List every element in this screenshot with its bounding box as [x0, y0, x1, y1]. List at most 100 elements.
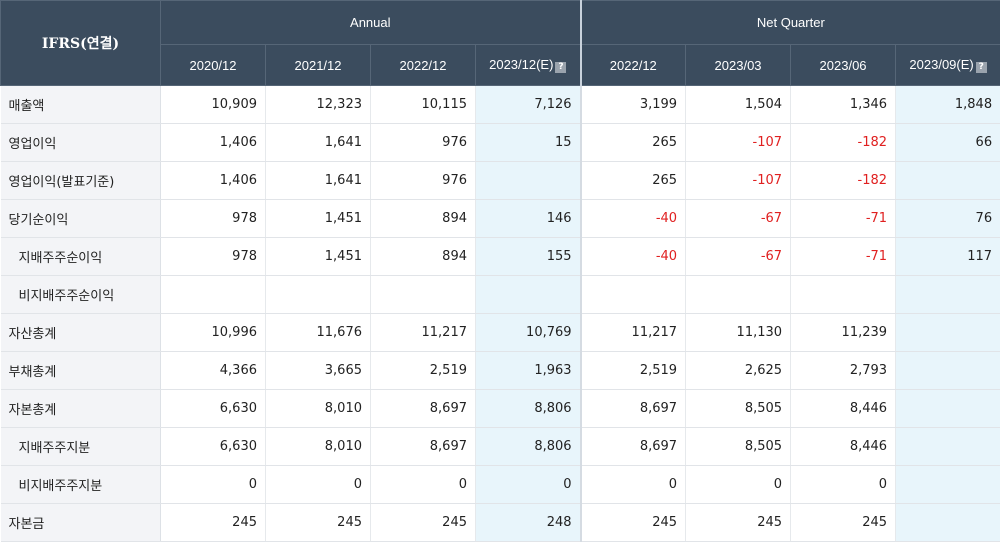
table-row: 지배주주순이익 978 1,451 894 155 -40 -67 -71 117: [0, 237, 1000, 276]
table-cell: [895, 465, 1000, 504]
group-header-annual: Annual: [159, 0, 582, 45]
help-icon[interactable]: ?: [975, 62, 987, 73]
table-cell: 245: [579, 503, 687, 542]
table-cell: 0: [685, 465, 792, 504]
table-cell: 245: [265, 503, 371, 542]
table-cell: [895, 427, 1000, 466]
table-cell: [895, 351, 1000, 390]
table-cell: 3,665: [265, 351, 371, 390]
table-cell: 2,793: [790, 351, 897, 390]
table-cell: 245: [160, 503, 266, 542]
table-cell: 0: [370, 465, 476, 504]
table-cell: 8,806: [475, 427, 582, 466]
table-cell: -71: [790, 199, 897, 238]
table-cell: [685, 275, 792, 314]
table-cell: 8,697: [370, 389, 476, 428]
table-cell: 4,366: [160, 351, 266, 390]
table-cell: 8,446: [790, 389, 897, 428]
row-label: 영업이익: [0, 123, 161, 162]
table-cell: 146: [475, 199, 582, 238]
help-icon[interactable]: ?: [555, 62, 567, 73]
table-cell: 11,217: [579, 313, 687, 352]
period-label: 2023/12(E): [489, 57, 554, 72]
period-label: 2023/06: [819, 57, 867, 73]
table-cell: [265, 275, 371, 314]
table-cell: 11,676: [265, 313, 371, 352]
period-label: 2020/12: [189, 57, 237, 73]
table-row: 자본금 245 245 245 248 245 245 245: [0, 503, 1000, 542]
table-cell: 1,346: [790, 85, 897, 124]
table-row: 자본총계 6,630 8,010 8,697 8,806 8,697 8,505 8,446: [0, 389, 1000, 428]
period-header: 2020/12: [160, 44, 266, 86]
table-cell: 155: [475, 237, 582, 276]
table-row: 비지배주주지분 0 0 0 0 0 0 0: [0, 465, 1000, 504]
period-label: 2022/12: [609, 57, 657, 73]
period-header: 2022/12: [579, 44, 687, 86]
table-row: 자산총계 10,996 11,676 11,217 10,769 11,217 11,130…: [0, 313, 1000, 352]
table-cell: -67: [685, 237, 792, 276]
table-cell: [160, 275, 266, 314]
table-body: 매출액 10,909 12,323 10,115 7,126 3,199 1,504 1,34…: [0, 85, 1000, 542]
table-cell: 11,217: [370, 313, 476, 352]
table-cell: 0: [475, 465, 582, 504]
table-cell: 1,406: [160, 161, 266, 200]
table-cell: 1,963: [475, 351, 582, 390]
table-cell: 3,199: [579, 85, 687, 124]
table-cell: 10,909: [160, 85, 266, 124]
period-label: 2022/12: [399, 57, 447, 73]
table-cell: [790, 275, 897, 314]
table-cell: -107: [685, 161, 792, 200]
table-cell: 0: [265, 465, 371, 504]
table-cell: 10,115: [370, 85, 476, 124]
table-cell: 117: [895, 237, 1000, 276]
table-cell: 8,505: [685, 427, 792, 466]
row-label: 영업이익(발표기준): [0, 161, 161, 200]
table-cell: -40: [579, 199, 687, 238]
table-cell: [475, 161, 582, 200]
table-cell: 8,505: [685, 389, 792, 428]
table-cell: 1,504: [685, 85, 792, 124]
table-cell: 8,697: [579, 427, 687, 466]
row-label: 자산총계: [0, 313, 161, 352]
table-cell: -40: [579, 237, 687, 276]
table-row: 영업이익(발표기준) 1,406 1,641 976 265 -107 -182: [0, 161, 1000, 200]
period-label: 2023/03: [714, 57, 762, 73]
table-cell: 15: [475, 123, 582, 162]
row-label: 매출액: [0, 85, 161, 124]
table-cell: 8,010: [265, 427, 371, 466]
table-cell: 1,848: [895, 85, 1000, 124]
table-cell: 1,451: [265, 237, 371, 276]
table-row: 비지배주주순이익: [0, 275, 1000, 314]
table-cell: 245: [685, 503, 792, 542]
table-cell: 978: [160, 237, 266, 276]
table-cell: 2,519: [579, 351, 687, 390]
table-cell: 1,641: [265, 123, 371, 162]
table-cell: 0: [790, 465, 897, 504]
table-cell: 894: [370, 237, 476, 276]
table-cell: -182: [790, 161, 897, 200]
table-cell: 10,769: [475, 313, 582, 352]
table-cell: 1,451: [265, 199, 371, 238]
table-row: 부채총계 4,366 3,665 2,519 1,963 2,519 2,625 2,793: [0, 351, 1000, 390]
table-cell: 976: [370, 123, 476, 162]
table-header: IFRS(연결) Annual Net Quarter 2020/12 2021…: [0, 0, 1000, 86]
table-row: 지배주주지분 6,630 8,010 8,697 8,806 8,697 8,505 8,44…: [0, 427, 1000, 466]
table-cell: [895, 503, 1000, 542]
table-cell: 265: [579, 161, 687, 200]
period-header: 2023/06: [790, 44, 897, 86]
table-cell: 245: [790, 503, 897, 542]
table-cell: [579, 275, 687, 314]
table-cell: 8,010: [265, 389, 371, 428]
table-cell: 265: [579, 123, 687, 162]
corner-label: IFRS(연결): [0, 0, 161, 86]
table-cell: 8,697: [370, 427, 476, 466]
table-cell: 8,446: [790, 427, 897, 466]
period-header-estimate: 2023/09(E)?: [895, 44, 1000, 86]
row-label: 지배주주지분: [0, 427, 161, 466]
table-cell: 11,130: [685, 313, 792, 352]
period-header: 2021/12: [265, 44, 371, 86]
table-cell: 1,406: [160, 123, 266, 162]
row-label: 자본금: [0, 503, 161, 542]
table-cell: [370, 275, 476, 314]
table-cell: 894: [370, 199, 476, 238]
